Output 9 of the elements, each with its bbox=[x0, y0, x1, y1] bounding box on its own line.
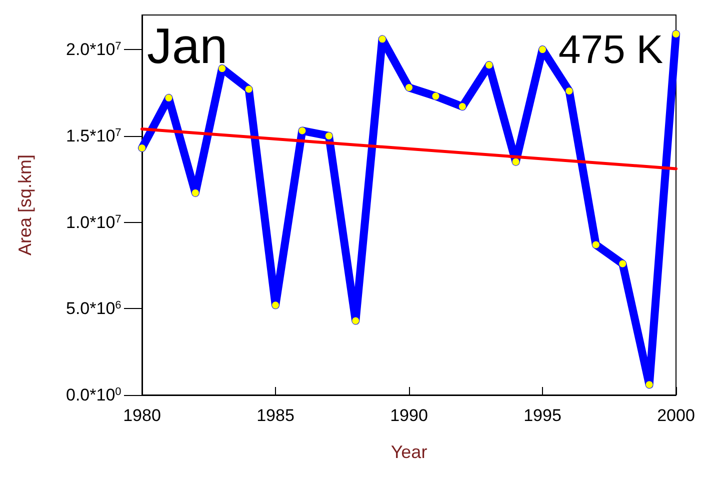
annotation: 475 K bbox=[558, 28, 664, 72]
chart-title: Jan bbox=[147, 18, 228, 74]
x-tick-label: 1980 bbox=[123, 406, 161, 425]
x-tick-label: 1985 bbox=[256, 406, 294, 425]
x-tick-label: 2000 bbox=[657, 406, 695, 425]
y-axis-title: Area [sq.km] bbox=[15, 154, 35, 256]
x-axis-title: Year bbox=[390, 442, 428, 462]
x-tick-label: 1990 bbox=[390, 406, 428, 425]
x-tick-label: 1995 bbox=[524, 406, 562, 425]
